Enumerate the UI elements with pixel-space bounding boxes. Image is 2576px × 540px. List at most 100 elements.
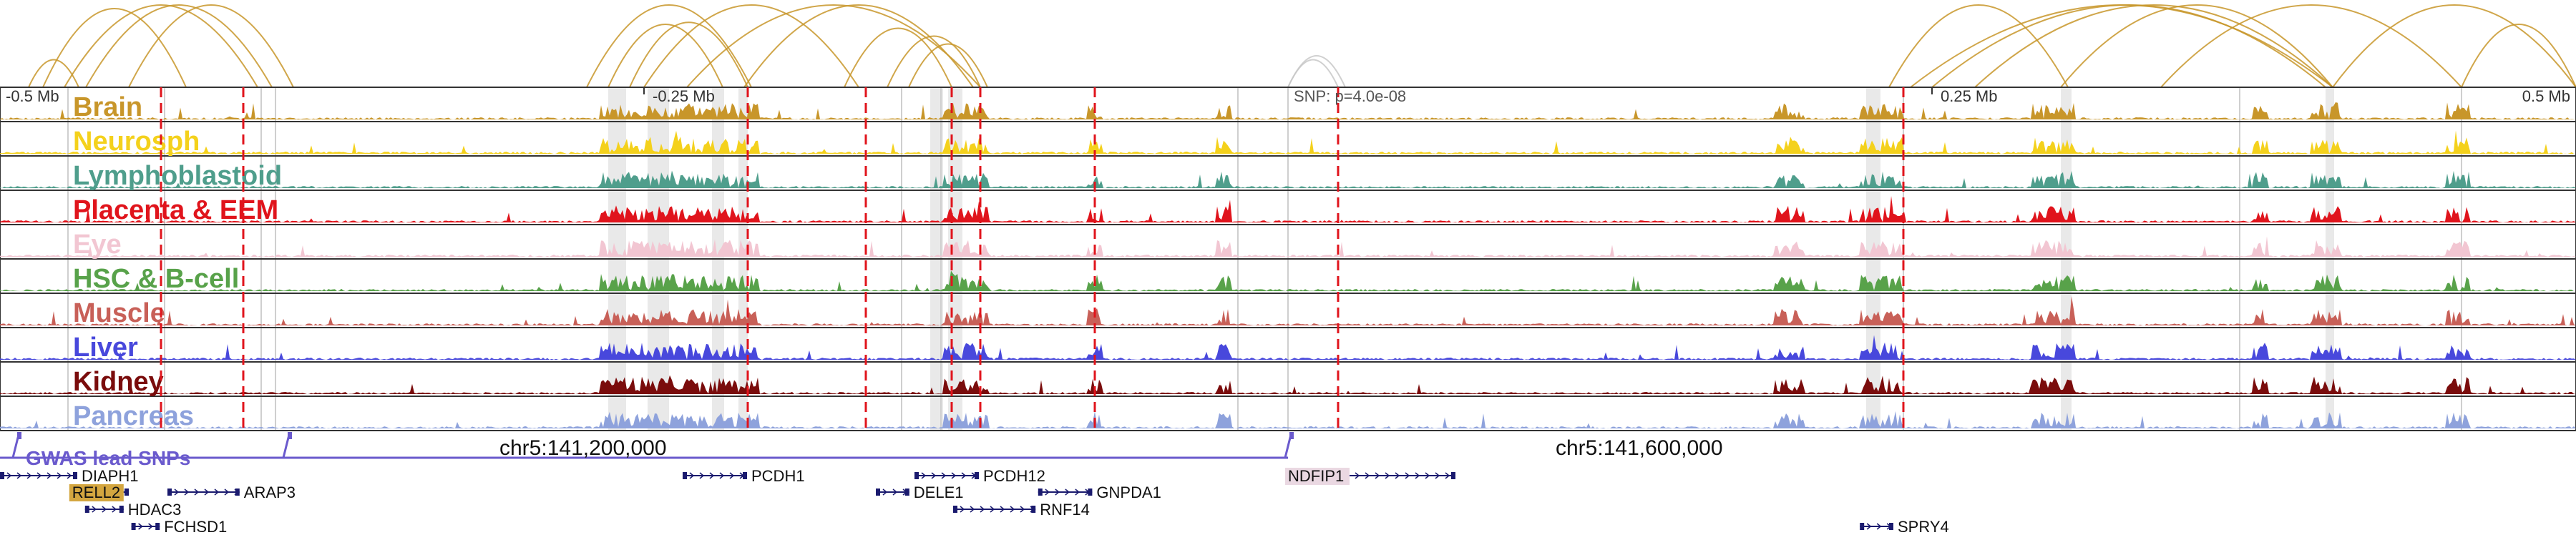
- strand-arrow: [1000, 506, 1005, 513]
- signal-lymphoblastoid: [0, 170, 2576, 188]
- strand-arrow: [1020, 506, 1025, 513]
- interaction-arc: [128, 4, 294, 88]
- gene-spry4[interactable]: SPRY4: [1860, 518, 1949, 536]
- strand-arrow: [719, 472, 725, 479]
- strand-arrow: [1415, 472, 1420, 479]
- strand-arrow: [1425, 472, 1430, 479]
- axis-tick-label: -0.5 Mb: [6, 87, 59, 105]
- gene-label: PCDH12: [983, 467, 1045, 485]
- signal-placenta-eem: [0, 196, 2576, 222]
- signal-brain: [0, 102, 2576, 119]
- signal-neurosph: [0, 130, 2576, 154]
- gene-rell2[interactable]: RELL2: [69, 483, 129, 501]
- gene-ndfip1[interactable]: NDFIP1: [1285, 467, 1455, 485]
- axis-tick-label: 0.5 Mb: [2522, 87, 2570, 105]
- strand-arrow: [67, 472, 72, 479]
- exon: [1088, 489, 1093, 496]
- interaction-arc: [1287, 59, 1339, 88]
- exon: [683, 472, 687, 479]
- exon: [155, 523, 160, 530]
- gene-diaph1[interactable]: DIAPH1: [0, 467, 138, 485]
- axis: SNP: p=4.0e-08 -0.5 Mb -0.25 Mb 0.25 Mb 0.5…: [6, 87, 2570, 105]
- exon: [84, 506, 89, 513]
- snp-label: SNP: p=4.0e-08: [1294, 87, 1406, 105]
- strand-arrow: [1065, 489, 1070, 496]
- gene-dele1[interactable]: DELE1: [876, 483, 964, 501]
- strand-arrow: [36, 472, 42, 479]
- track-label: Eye: [73, 230, 122, 260]
- gene-label: RELL2: [72, 483, 120, 501]
- track-label: HSC & B-cell: [73, 264, 239, 294]
- track-label: Lymphoblastoid: [73, 161, 282, 191]
- gene-arap3[interactable]: ARAP3: [167, 483, 296, 501]
- strand-arrow: [184, 489, 190, 496]
- gene-fchsd1[interactable]: FCHSD1: [131, 518, 228, 536]
- strand-arrow: [961, 472, 967, 479]
- gene-label: FCHSD1: [164, 518, 227, 536]
- exon: [975, 472, 979, 479]
- signal-pancreas: [0, 411, 2576, 428]
- strand-arrow: [214, 489, 220, 496]
- gene-pcdh12[interactable]: PCDH12: [914, 467, 1045, 485]
- strand-arrow: [970, 506, 975, 513]
- exon: [743, 472, 747, 479]
- gene-label: NDFIP1: [1288, 467, 1344, 485]
- signal-eye: [0, 236, 2576, 257]
- strand-arrow: [1866, 523, 1872, 530]
- gene-label: PCDH1: [751, 467, 805, 485]
- strand-arrow: [138, 523, 143, 530]
- strand-arrow: [1435, 472, 1440, 479]
- track-label: Neurosph: [73, 127, 200, 157]
- exon: [1038, 489, 1043, 496]
- strand-arrow: [980, 506, 985, 513]
- strand-arrow: [57, 472, 62, 479]
- track-label: Liver: [73, 333, 138, 363]
- exon: [125, 489, 129, 496]
- gene-label: DIAPH1: [82, 467, 138, 485]
- interaction-arc: [1931, 4, 2326, 88]
- exon: [0, 472, 4, 479]
- strand-arrow: [47, 472, 52, 479]
- interaction-arc: [1888, 4, 2069, 88]
- strand-arrow: [1395, 472, 1400, 479]
- gene-label: HDAC3: [128, 501, 182, 519]
- strand-arrow: [709, 472, 715, 479]
- strand-arrow: [174, 489, 180, 496]
- interaction-arc: [42, 8, 187, 88]
- strand-arrow: [1010, 506, 1015, 513]
- gwas-track: GWAS lead SNPs: [0, 432, 1294, 469]
- exon: [1860, 523, 1865, 530]
- exon: [73, 472, 77, 479]
- gene-pcdh1[interactable]: PCDH1: [683, 467, 805, 485]
- chromosome-label: chr5:141,200,000: [499, 436, 667, 460]
- gene-label: DELE1: [914, 483, 964, 501]
- gwas-snp-marker: [288, 432, 292, 439]
- exon: [876, 489, 880, 496]
- exon: [1889, 523, 1893, 530]
- track-label: Muscle: [73, 298, 165, 328]
- gene-hdac3[interactable]: HDAC3: [84, 501, 182, 519]
- strand-arrow: [941, 472, 947, 479]
- gene-label: SPRY4: [1898, 518, 1949, 536]
- exon: [131, 523, 136, 530]
- strand-arrow: [204, 489, 210, 496]
- gene-gnpda1[interactable]: GNPDA1: [1038, 483, 1161, 501]
- strand-arrow: [102, 506, 107, 513]
- gene-rnf14[interactable]: RNF14: [953, 501, 1090, 519]
- track-label: Brain: [73, 92, 142, 122]
- strand-arrow: [729, 472, 735, 479]
- strand-arrow: [699, 472, 705, 479]
- exon: [1451, 472, 1455, 479]
- gwas-snp-marker: [17, 432, 21, 439]
- axis-tick-label: 0.25 Mb: [1941, 87, 1998, 105]
- signal-muscle: [0, 296, 2576, 325]
- strand-arrow: [1876, 523, 1882, 530]
- interaction-arc: [1910, 4, 2333, 88]
- gene-label: RNF14: [1040, 501, 1090, 519]
- strand-arrow: [1385, 472, 1390, 479]
- gene-highlight: [1285, 468, 1350, 485]
- interaction-arc: [28, 59, 79, 88]
- signal-liver: [0, 335, 2576, 360]
